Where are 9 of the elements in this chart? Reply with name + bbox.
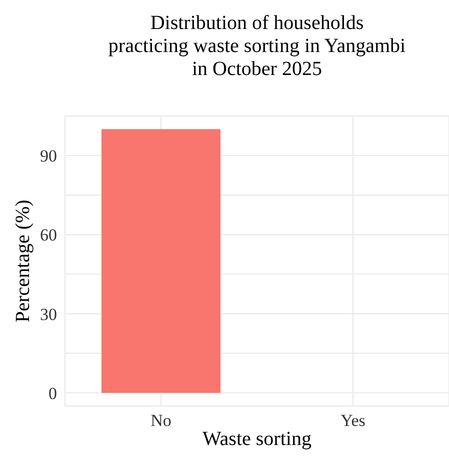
- x-axis-title: Waste sorting: [202, 428, 312, 450]
- y-tick-label: 0: [48, 384, 57, 403]
- x-tick-label: No: [150, 411, 172, 430]
- x-tick-label: Yes: [340, 411, 366, 430]
- y-tick-label: 90: [40, 146, 57, 166]
- y-axis-title: Percentage (%): [12, 200, 34, 322]
- y-tick-label: 30: [40, 304, 57, 324]
- y-tick-label: 60: [40, 226, 57, 245]
- chart-title: Distribution of households practicing waste sorting in Yangambi in October 2025: [108, 11, 406, 82]
